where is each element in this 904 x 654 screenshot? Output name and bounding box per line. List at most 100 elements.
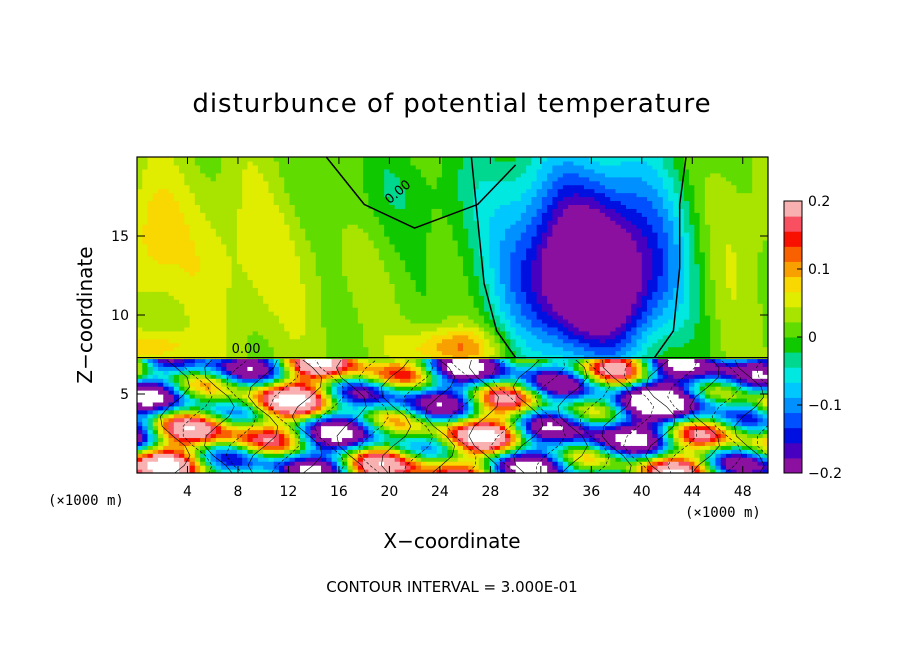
heatmap-cell [289, 275, 296, 281]
heatmap-cell [457, 180, 464, 186]
heatmap-cell [158, 232, 164, 237]
heatmap-cell [294, 334, 301, 340]
heatmap-cell [257, 247, 264, 253]
heatmap-cell [342, 374, 348, 379]
heatmap-cell [294, 397, 301, 403]
heatmap-cell [452, 168, 459, 174]
heatmap-cell [384, 413, 390, 419]
heatmap-cell [415, 295, 422, 300]
heatmap-cell [278, 263, 285, 269]
heatmap-cell [420, 204, 427, 209]
heatmap-cell [336, 326, 343, 332]
heatmap-cell [342, 326, 348, 332]
heatmap-cell [368, 184, 375, 190]
heatmap-cell [321, 421, 327, 427]
heatmap-cell [163, 433, 170, 439]
heatmap-cell [152, 259, 159, 265]
heatmap-cell [173, 465, 180, 470]
heatmap-cell [257, 311, 264, 316]
heatmap-cell [347, 239, 354, 245]
heatmap-cell [373, 362, 380, 367]
heatmap-cell [347, 208, 354, 213]
heatmap-cell [389, 437, 396, 442]
heatmap-cell [273, 243, 280, 249]
heatmap-cell [305, 176, 312, 182]
heatmap-cell [200, 196, 206, 202]
heatmap-cell [352, 354, 359, 360]
heatmap-cell [284, 295, 291, 300]
heatmap-cell [431, 382, 438, 387]
heatmap-cell [247, 394, 254, 399]
heatmap-cell [347, 267, 354, 273]
heatmap-cell [226, 362, 233, 367]
heatmap-cell [431, 192, 438, 198]
heatmap-cell [436, 437, 443, 442]
heatmap-cell [321, 224, 327, 229]
heatmap-cell [315, 243, 322, 249]
heatmap-cell [447, 160, 454, 166]
heatmap-cell [389, 445, 396, 450]
heatmap-cell [336, 216, 343, 221]
heatmap-cell [173, 164, 180, 170]
heatmap-cell [189, 168, 196, 174]
heatmap-cell [179, 354, 185, 360]
heatmap-cell [326, 318, 333, 324]
heatmap-cell [357, 342, 364, 348]
heatmap-cell [300, 346, 306, 352]
heatmap-cell [257, 437, 264, 442]
heatmap-cell [221, 259, 227, 265]
heatmap-cell [168, 457, 175, 462]
heatmap-cell [173, 192, 180, 198]
heatmap-cell [436, 394, 443, 399]
heatmap-cell [405, 157, 412, 162]
heatmap-cell [342, 164, 348, 170]
heatmap-cell [184, 208, 191, 213]
heatmap-cell [278, 157, 285, 162]
heatmap-cell [447, 295, 454, 300]
heatmap-cell [326, 192, 333, 198]
heatmap-cell [226, 370, 233, 375]
heatmap-cell [142, 350, 149, 356]
heatmap-cell [315, 287, 322, 292]
heatmap-cell [441, 401, 448, 407]
heatmap-cell [300, 180, 306, 186]
heatmap-cell [257, 370, 264, 375]
heatmap-cell [236, 382, 243, 387]
heatmap-cell [152, 311, 159, 316]
heatmap-cell [263, 397, 270, 403]
heatmap-cell [310, 239, 317, 245]
heatmap-cell [142, 267, 149, 273]
heatmap-cell [331, 366, 338, 371]
heatmap-cell [310, 157, 317, 162]
heatmap-cell [326, 236, 333, 241]
heatmap-cell [215, 318, 222, 324]
heatmap-cell [184, 394, 191, 399]
heatmap-cell [463, 362, 469, 367]
heatmap-cell [415, 291, 422, 296]
heatmap-cell [315, 224, 322, 229]
heatmap-cell [163, 192, 170, 198]
heatmap-cell [200, 362, 206, 367]
heatmap-cell [463, 386, 469, 391]
heatmap-cell [273, 212, 280, 217]
heatmap-cell [410, 382, 417, 387]
heatmap-cell [231, 425, 238, 431]
heatmap-cell [252, 157, 259, 162]
heatmap-cell [436, 378, 443, 383]
heatmap-cell [378, 394, 385, 399]
heatmap-cell [426, 346, 433, 352]
heatmap-cell [426, 461, 433, 466]
heatmap-cell [357, 259, 364, 265]
heatmap-cell [352, 220, 359, 225]
heatmap-cell [431, 374, 438, 379]
heatmap-cell [273, 390, 280, 395]
heatmap-cell [405, 220, 412, 225]
heatmap-cell [300, 303, 306, 308]
heatmap-cell [142, 224, 149, 229]
heatmap-cell [168, 405, 175, 411]
heatmap-cell [294, 212, 301, 217]
heatmap-cell [394, 259, 401, 265]
heatmap-cell [452, 267, 459, 273]
heatmap-cell [384, 157, 390, 162]
heatmap-cell [342, 465, 348, 470]
